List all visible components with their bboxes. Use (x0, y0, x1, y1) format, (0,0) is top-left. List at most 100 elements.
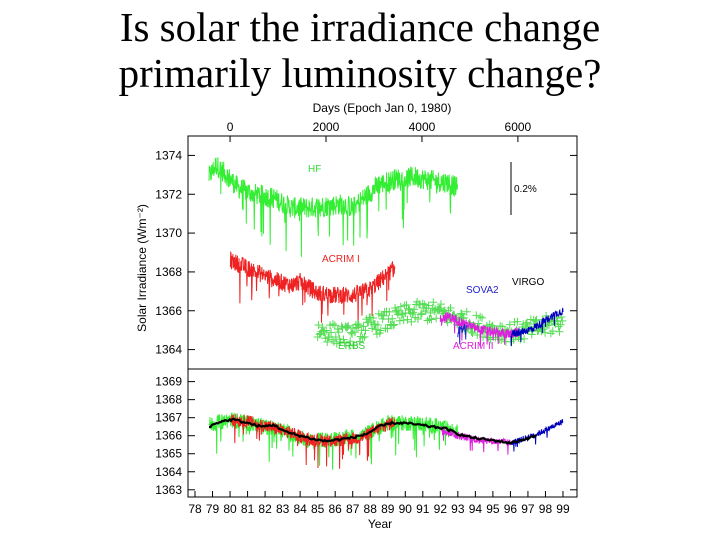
erbs-point (383, 324, 392, 333)
erbs-point (368, 324, 377, 333)
x-tick-label: 80 (223, 502, 237, 516)
erbs-point (468, 329, 477, 338)
bottom-y-tick-label: 1366 (155, 429, 182, 443)
erbs-point (340, 339, 349, 348)
top-tick-label: 4000 (409, 120, 436, 134)
x-tick-label: 82 (258, 502, 272, 516)
erbs-point (505, 320, 514, 329)
top-series-virgo (510, 307, 564, 347)
top-axis-ticks: 0 2000 4000 6000 (227, 120, 532, 142)
bottom-y-tick-label: 1368 (155, 393, 182, 407)
erbs-point (462, 307, 471, 316)
x-tick-label: 84 (293, 502, 307, 516)
erbs-point (423, 316, 432, 325)
erbs-point (371, 325, 380, 334)
erbs-point (320, 328, 329, 337)
erbs-point (373, 321, 382, 330)
erbs-point (484, 333, 493, 342)
erbs-point (397, 311, 406, 320)
x-tick-label: 94 (469, 502, 483, 516)
top-tick-label: 0 (227, 120, 234, 134)
erbs-point (525, 322, 534, 331)
erbs-point (457, 309, 466, 318)
erbs-point (446, 303, 455, 312)
label-hf: HF (308, 164, 321, 175)
x-tick-label: 83 (276, 502, 290, 516)
erbs-point (417, 309, 426, 318)
erbs-point (354, 321, 363, 330)
x-tick-label: 96 (504, 502, 518, 516)
erbs-point (327, 328, 336, 337)
erbs-point (556, 320, 565, 329)
x-tick-label: 79 (206, 502, 220, 516)
erbs-point (410, 305, 419, 314)
erbs-point (339, 335, 348, 344)
erbs-point (543, 321, 552, 330)
y-axis-label: Solar Irradiance (Wm⁻²) (135, 204, 149, 332)
bottom-y-axis-ticks: 1363 1364 1365 1366 1367 1368 1369 (155, 375, 577, 497)
scale-bar-label: 0.2% (514, 184, 537, 195)
erbs-point (343, 323, 352, 332)
erbs-point (322, 326, 331, 335)
erbs-point (472, 311, 481, 320)
erbs-point (349, 340, 358, 349)
erbs-point (346, 337, 355, 346)
erbs-point (546, 329, 555, 338)
top-y-tick-label: 1364 (155, 343, 182, 357)
erbs-point (459, 313, 468, 322)
erbs-point (331, 333, 340, 342)
label-sova2: SOVA2 (466, 285, 499, 296)
erbs-point (342, 323, 351, 332)
erbs-point (418, 299, 427, 308)
erbs-point (414, 314, 423, 323)
erbs-point (399, 316, 408, 325)
top-series-hf (208, 157, 459, 257)
erbs-point (393, 310, 402, 319)
x-tick-label: 89 (381, 502, 395, 516)
erbs-point (429, 298, 438, 307)
x-tick-label: 85 (311, 502, 325, 516)
top-series-group (208, 157, 567, 350)
erbs-point (496, 321, 505, 330)
erbs-point (376, 326, 385, 335)
top-y-tick-label: 1374 (155, 148, 182, 162)
erbs-point (394, 306, 403, 315)
x-axis-label: Year (368, 517, 392, 531)
erbs-point (359, 322, 368, 331)
top-series-acrim-i (229, 250, 396, 329)
x-tick-label: 87 (346, 502, 360, 516)
erbs-point (395, 316, 404, 325)
erbs-point (402, 300, 411, 309)
erbs-point (314, 320, 323, 329)
erbs-point (390, 320, 399, 329)
erbs-point (369, 313, 378, 322)
erbs-point (358, 334, 367, 343)
erbs-point (361, 326, 370, 335)
erbs-point (513, 317, 522, 326)
erbs-point (416, 310, 425, 319)
top-y-tick-label: 1368 (155, 265, 182, 279)
top-tick-label: 2000 (313, 120, 340, 134)
top-y-tick-label: 1372 (155, 187, 182, 201)
erbs-point (360, 332, 369, 341)
x-tick-label: 86 (329, 502, 343, 516)
bottom-y-tick-label: 1364 (155, 465, 182, 479)
x-tick-label: 95 (486, 502, 500, 516)
bottom-y-tick-label: 1363 (155, 483, 182, 497)
top-series-acrim-ii (439, 311, 520, 347)
title-line-2: primarily luminosity change? (118, 50, 602, 96)
title-line-1: Is solar the irradiance change (119, 4, 601, 50)
bottom-y-tick-label: 1369 (155, 375, 182, 389)
bottom-series-hf (208, 412, 459, 470)
erbs-point (389, 321, 398, 330)
erbs-point (436, 300, 445, 309)
bottom-y-tick-label: 1367 (155, 411, 182, 425)
erbs-point (476, 312, 485, 321)
x-tick-label: 78 (188, 502, 202, 516)
erbs-point (548, 327, 557, 336)
label-acrim2: ACRIM II (453, 341, 494, 352)
bottom-y-tick-label: 1365 (155, 447, 182, 461)
x-tick-label: 88 (364, 502, 378, 516)
erbs-point (558, 316, 567, 325)
erbs-point (439, 307, 448, 316)
